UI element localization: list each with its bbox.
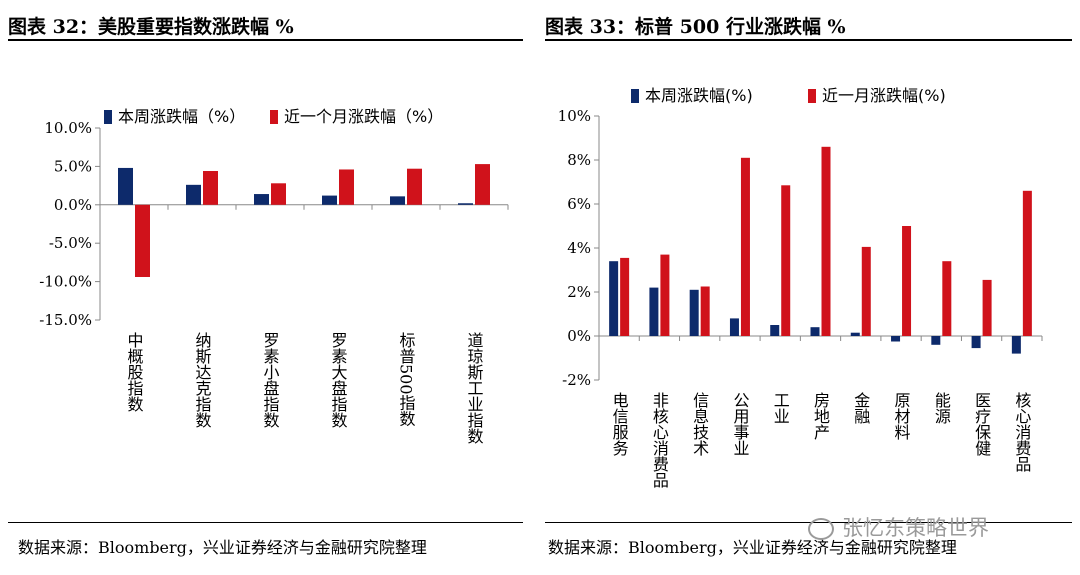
bar-week: [891, 336, 901, 342]
bar-week: [689, 289, 699, 336]
legend-swatch: [808, 89, 816, 103]
bar-week: [322, 195, 337, 205]
watermark-text: 张忆东策略世界: [842, 516, 989, 540]
bar-week: [931, 336, 941, 345]
x-category-label: 医疗保健: [972, 392, 991, 457]
bar-month: [271, 183, 286, 205]
left-title-rule: [8, 39, 523, 41]
bar-month: [740, 157, 750, 336]
bar-week: [729, 318, 739, 336]
bar-month: [407, 168, 422, 205]
legend-swatch: [631, 89, 639, 103]
y-tick-label: 2%: [567, 283, 591, 301]
right-chart-title: 图表 33：标普 500 行业涨跌幅 %: [545, 16, 846, 38]
x-category-label: 核心消费品: [1012, 392, 1031, 472]
x-category-label: 中概股指数: [125, 332, 144, 412]
bar-month: [982, 279, 992, 336]
bar-month: [942, 261, 952, 336]
wechat-icon: [808, 518, 834, 540]
bar-week: [390, 196, 405, 205]
legend-label: 本周涨跌幅(%): [645, 86, 753, 105]
y-tick-label: -15.0%: [39, 311, 92, 329]
bar-month: [475, 164, 490, 205]
bar-week: [186, 184, 201, 205]
y-tick-label: 8%: [567, 151, 591, 169]
right-source-note: 数据来源：Bloomberg，兴业证券经济与金融研究院整理: [548, 538, 957, 557]
bar-week: [971, 336, 981, 349]
bar-month: [821, 146, 831, 336]
x-category-label: 道琼斯工业指数: [465, 332, 484, 444]
x-category-label: 原材料: [892, 392, 911, 440]
x-category-label: 纳斯达克指数: [193, 332, 212, 428]
bar-week: [118, 167, 133, 205]
bar-week: [458, 203, 473, 205]
y-tick-label: -10.0%: [39, 273, 92, 291]
y-tick-label: 0%: [567, 327, 591, 345]
left-source-note: 数据来源：Bloomberg，兴业证券经济与金融研究院整理: [18, 538, 427, 557]
bar-week: [810, 327, 820, 336]
y-tick-label: 5.0%: [54, 157, 92, 175]
bar-month: [620, 257, 630, 336]
bar-week: [850, 332, 860, 336]
x-category-label: 能源: [932, 392, 951, 425]
x-category-label: 电信服务: [610, 392, 629, 457]
right-source-rule: [545, 522, 1072, 523]
x-category-label: 工业: [771, 392, 790, 424]
y-tick-label: 0.0%: [54, 196, 92, 214]
x-category-label: 非核心消费品: [650, 392, 669, 488]
x-category-label: 房地产: [811, 392, 830, 440]
legend-label: 近一个月涨跌幅（%）: [284, 107, 443, 126]
y-tick-label: -2%: [562, 371, 591, 389]
bar-week: [1011, 336, 1021, 354]
x-category-label: 标普500指数: [397, 332, 416, 427]
x-category-label: 信息技术: [690, 392, 709, 456]
x-category-label: 罗素大盘指数: [329, 332, 348, 428]
legend-label: 本周涨跌幅（%）: [118, 107, 245, 126]
bar-month: [861, 246, 871, 336]
bar-week: [770, 325, 780, 336]
legend-swatch: [104, 110, 112, 124]
bar-month: [700, 286, 710, 336]
bar-month: [339, 169, 354, 205]
y-tick-label: 6%: [567, 195, 591, 213]
bar-month: [781, 185, 791, 336]
bar-month: [1022, 190, 1032, 336]
bar-week: [254, 194, 269, 205]
legend-swatch: [270, 110, 278, 124]
y-tick-label: 10.0%: [44, 119, 92, 137]
x-category-label: 金融: [851, 392, 870, 425]
bar-month: [135, 204, 150, 277]
right-title-rule: [545, 39, 1072, 41]
watermark: 张忆东策略世界: [808, 512, 989, 542]
y-tick-label: 10%: [558, 107, 591, 125]
bar-month: [203, 171, 218, 205]
bar-week: [649, 287, 659, 336]
y-tick-label: 4%: [567, 239, 591, 257]
bar-month: [660, 254, 670, 336]
y-tick-label: -5.0%: [49, 234, 92, 252]
bar-week: [609, 261, 619, 336]
x-category-label: 公用事业: [730, 392, 749, 456]
left-chart-title: 图表 32：美股重要指数涨跌幅 %: [8, 16, 294, 38]
x-category-label: 罗素小盘指数: [261, 332, 280, 428]
legend-label: 近一月涨跌幅(%): [822, 86, 946, 105]
left-source-rule: [8, 522, 523, 523]
bar-month: [902, 226, 912, 336]
